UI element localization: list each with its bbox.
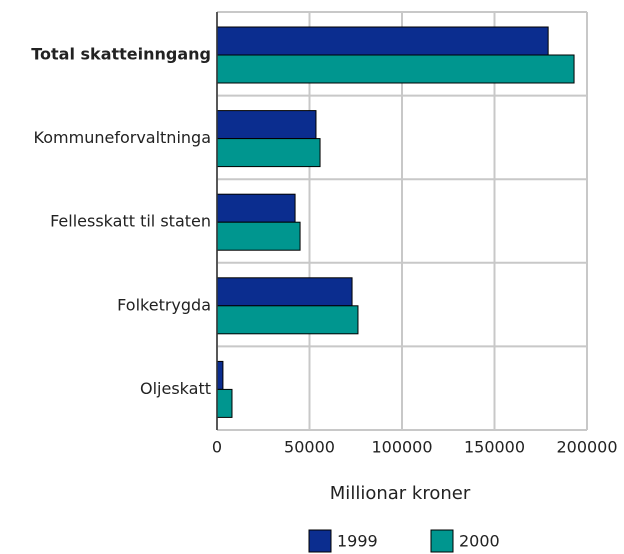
x-tick-label: 150000: [464, 438, 525, 457]
bar: [216, 277, 353, 307]
x-axis-label: Millionar kroner: [330, 483, 471, 504]
bar: [216, 360, 224, 390]
legend-swatch: [308, 529, 332, 553]
bar: [216, 388, 233, 418]
bar: [216, 138, 321, 168]
y-tick-label: Total skatteinngang: [31, 45, 211, 64]
y-tick-label: Fellesskatt til staten: [50, 212, 211, 231]
y-tick-label: Oljeskatt: [140, 379, 211, 398]
x-tick-label: 0: [212, 438, 222, 457]
bar: [216, 193, 296, 223]
y-tick-label: Folketrygda: [117, 295, 211, 314]
legend-label: 2000: [459, 532, 500, 551]
legend-swatch: [430, 529, 454, 553]
y-tick-label: Kommuneforvaltninga: [34, 128, 211, 147]
bar: [216, 221, 301, 251]
x-tick-label: 50000: [284, 438, 335, 457]
x-tick-label: 200000: [556, 438, 617, 457]
x-tick-label: 100000: [371, 438, 432, 457]
legend-label: 1999: [337, 532, 378, 551]
bar: [216, 110, 317, 140]
bar: [216, 54, 575, 84]
bar: [216, 26, 549, 56]
bar: [216, 305, 359, 335]
